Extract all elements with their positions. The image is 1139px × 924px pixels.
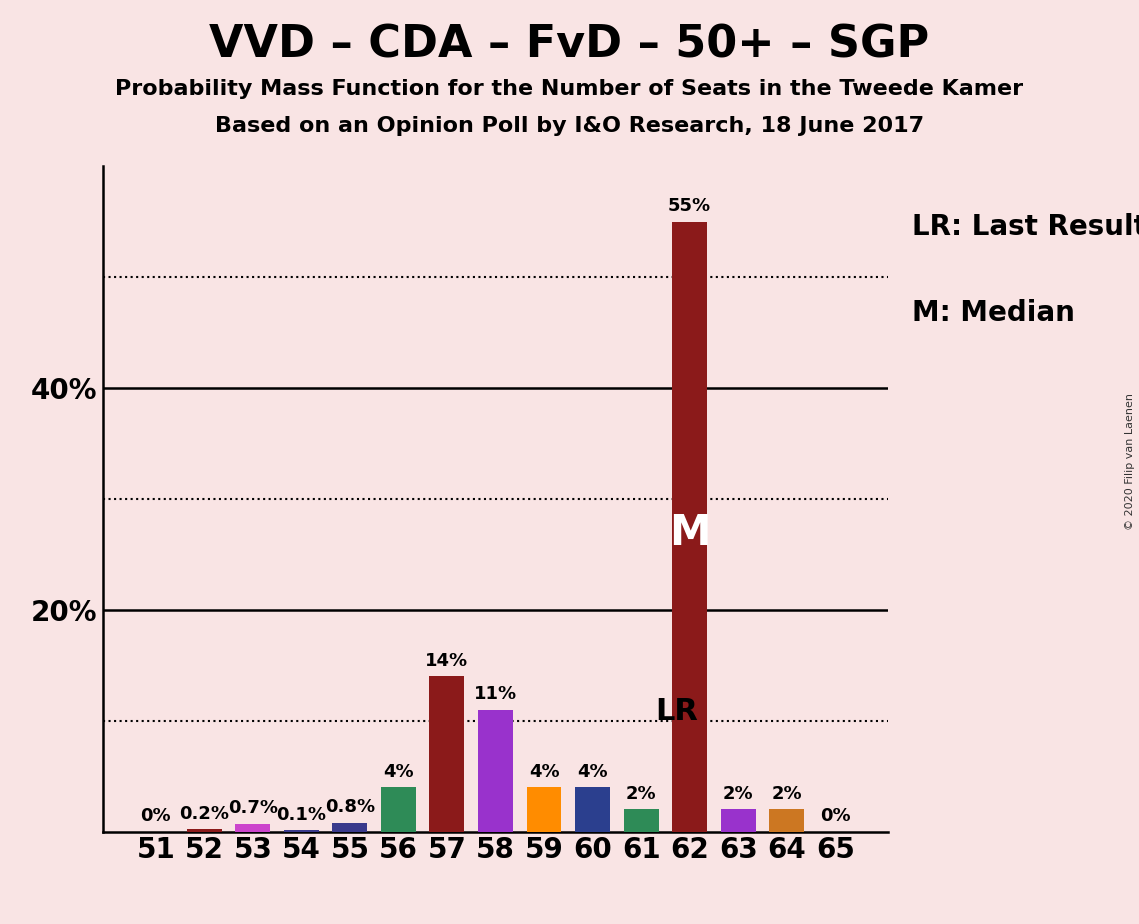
Text: © 2020 Filip van Laenen: © 2020 Filip van Laenen — [1125, 394, 1134, 530]
Bar — [526, 787, 562, 832]
Bar — [672, 222, 707, 832]
Text: LR: Last Result: LR: Last Result — [912, 213, 1139, 241]
Text: 4%: 4% — [528, 762, 559, 781]
Text: 0.2%: 0.2% — [179, 805, 229, 822]
Text: M: Median: M: Median — [912, 299, 1075, 327]
Text: Probability Mass Function for the Number of Seats in the Tweede Kamer: Probability Mass Function for the Number… — [115, 79, 1024, 99]
Text: 2%: 2% — [723, 784, 754, 803]
Text: 11%: 11% — [474, 685, 517, 703]
Text: 0.8%: 0.8% — [325, 798, 375, 816]
Text: 0.7%: 0.7% — [228, 799, 278, 817]
Text: 4%: 4% — [383, 762, 413, 781]
Text: 55%: 55% — [669, 197, 711, 215]
Bar — [429, 676, 465, 832]
Text: 14%: 14% — [425, 651, 468, 670]
Bar — [236, 824, 270, 832]
Bar — [575, 787, 611, 832]
Text: 4%: 4% — [577, 762, 608, 781]
Bar — [769, 809, 804, 832]
Bar — [380, 787, 416, 832]
Text: Based on an Opinion Poll by I&O Research, 18 June 2017: Based on an Opinion Poll by I&O Research… — [215, 116, 924, 136]
Text: M: M — [669, 513, 711, 554]
Bar — [624, 809, 658, 832]
Bar — [721, 809, 755, 832]
Text: 0%: 0% — [140, 807, 171, 825]
Bar — [187, 830, 222, 832]
Bar — [284, 831, 319, 832]
Text: VVD – CDA – FvD – 50+ – SGP: VVD – CDA – FvD – 50+ – SGP — [210, 23, 929, 67]
Text: 0.1%: 0.1% — [277, 806, 326, 824]
Bar — [333, 822, 367, 832]
Text: 2%: 2% — [625, 784, 656, 803]
Text: LR: LR — [656, 698, 698, 726]
Text: 2%: 2% — [771, 784, 802, 803]
Bar — [478, 710, 513, 832]
Text: 0%: 0% — [820, 807, 851, 825]
